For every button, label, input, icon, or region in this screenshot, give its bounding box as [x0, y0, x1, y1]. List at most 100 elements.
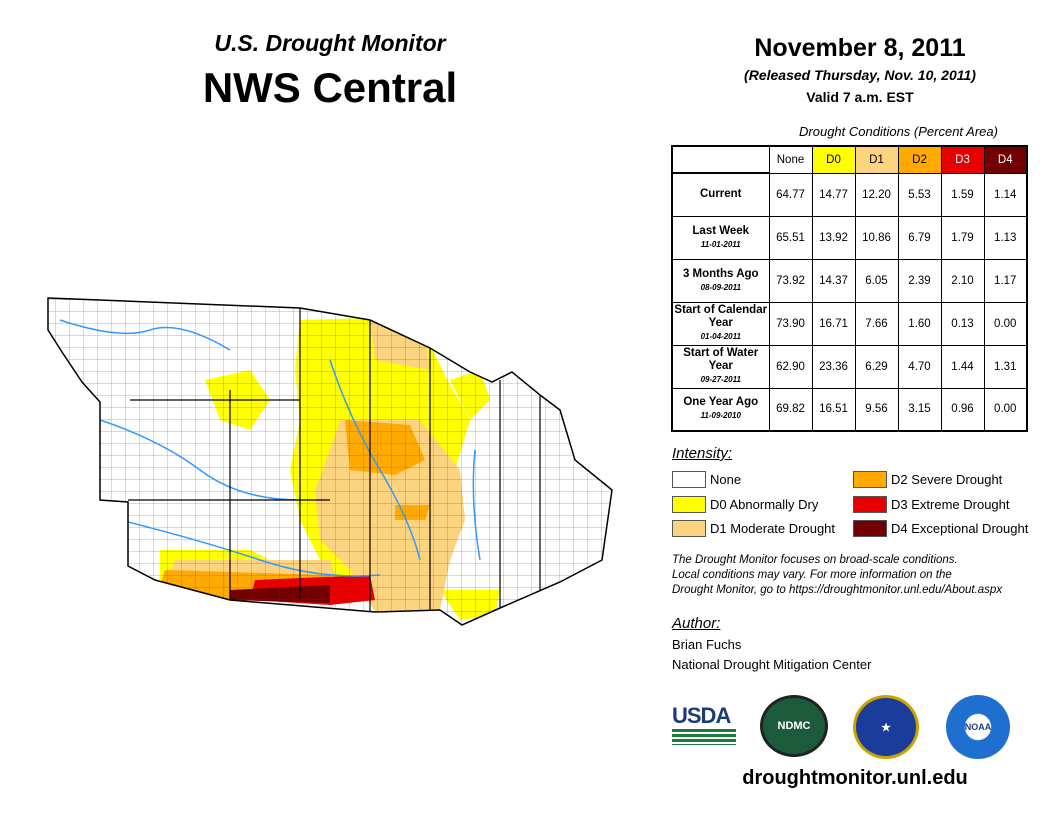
row-name: One Year Ago: [683, 396, 759, 409]
row-label: Last Week 11-01-2011: [671, 215, 770, 260]
cell-value: 0.13: [940, 301, 985, 346]
note-line: Local conditions may vary. For more info…: [672, 569, 952, 581]
cell-value: 64.77: [768, 172, 813, 217]
cell-value: 7.66: [854, 301, 899, 346]
row-name: 3 Months Ago: [682, 267, 759, 280]
map-title: NWS Central: [202, 64, 458, 111]
cell-value: 0.00: [983, 387, 1028, 432]
ndmc-logo: NDMC: [760, 695, 828, 757]
cell-value: 1.17: [983, 258, 1028, 303]
drought-conditions-table: None D0 D1 D2 D3 D4 Current 64.77 14.77 12.…: [671, 145, 1028, 432]
legend-label: None: [710, 472, 742, 487]
cell-value: 14.77: [811, 172, 856, 217]
valid-time: Valid 7 a.m. EST: [806, 89, 914, 105]
cell-value: 23.36: [811, 344, 856, 389]
map-date: November 8, 2011: [754, 34, 966, 62]
cell-value: 10.86: [854, 215, 899, 260]
subtitle: U.S. Drought Monitor: [214, 30, 446, 56]
cell-value: 12.20: [854, 172, 899, 217]
cell-value: 65.51: [768, 215, 813, 260]
cell-value: 1.14: [983, 172, 1028, 217]
cell-value: 1.13: [983, 215, 1028, 260]
legend-label: D0 Abnormally Dry: [710, 497, 819, 512]
table-caption: Drought Conditions (Percent Area): [799, 124, 998, 139]
table-row: One Year Ago 11-09-2010 69.82 16.51 9.56 3.15…: [671, 387, 1028, 432]
cell-value: 5.53: [897, 172, 942, 217]
row-name: Start of Calendar Year: [674, 304, 768, 329]
cell-value: 73.92: [768, 258, 813, 303]
legend-swatch: [672, 471, 706, 488]
cell-value: 1.60: [897, 301, 942, 346]
cell-value: 16.51: [811, 387, 856, 432]
table-row: Last Week 11-01-2011 65.51 13.92 10.86 6.79 1.…: [671, 215, 1028, 260]
cell-value: 16.71: [811, 301, 856, 346]
row-date: 11-09-2010: [700, 411, 741, 421]
legend-label: D2 Severe Drought: [891, 472, 1003, 487]
cell-value: 1.44: [940, 344, 985, 389]
legend-swatch: [853, 496, 887, 513]
author-name: Brian Fuchs: [672, 637, 742, 652]
cell-value: 62.90: [768, 344, 813, 389]
cell-value: 1.59: [940, 172, 985, 217]
release-date: (Released Thursday, Nov. 10, 2011): [744, 67, 976, 83]
col-d4: D4: [983, 145, 1028, 174]
state-borders: [128, 308, 541, 612]
author-org: National Drought Mitigation Center: [672, 657, 872, 672]
table-row: Current 64.77 14.77 12.20 5.53 1.59 1.14: [671, 172, 1028, 217]
legend-label: D3 Extreme Drought: [891, 497, 1010, 512]
row-date: 01-04-2011: [700, 332, 741, 341]
note-line: The Drought Monitor focuses on broad-sca…: [672, 554, 958, 566]
cell-value: 69.82: [768, 387, 813, 432]
cell-value: 2.39: [897, 258, 942, 303]
cell-value: 6.29: [854, 344, 899, 389]
noaa-logo: NOAA: [946, 695, 1010, 759]
table-row: 3 Months Ago 08-09-2011 73.92 14.37 6.05 2.39…: [671, 258, 1028, 303]
cell-value: 14.37: [811, 258, 856, 303]
rivers: [59, 319, 481, 577]
cell-value: 3.15: [897, 387, 942, 432]
cell-value: 1.79: [940, 215, 985, 260]
row-label: Current: [671, 172, 770, 217]
legend-swatch: [853, 471, 887, 488]
note-line: Drought Monitor, go to https://droughtmo…: [672, 584, 1003, 596]
col-d2: D2: [897, 145, 942, 174]
col-d1: D1: [854, 145, 899, 174]
row-date: 09-27-2011: [700, 375, 741, 384]
commerce-seal: ★: [853, 695, 919, 759]
disclaimer: The Drought Monitor focuses on broad-sca…: [672, 553, 1052, 598]
legend-swatch: [853, 520, 887, 537]
cell-value: 9.56: [854, 387, 899, 432]
col-d3: D3: [940, 145, 985, 174]
cell-value: 4.70: [897, 344, 942, 389]
usda-logo: USDA: [672, 703, 736, 748]
table-row: Start of Calendar Year 01-04-2011 73.90 16.…: [671, 301, 1028, 346]
cell-value: 0.00: [983, 301, 1028, 346]
legend-swatch: [672, 520, 706, 537]
col-none: None: [768, 145, 813, 174]
legend-title: Intensity:: [672, 445, 733, 462]
legend-label: D4 Exceptional Drought: [891, 521, 1029, 536]
cell-value: 73.90: [768, 301, 813, 346]
col-d0: D0: [811, 145, 856, 174]
row-label: Start of Water Year 09-27-2011: [671, 344, 770, 389]
row-label: 3 Months Ago 08-09-2011: [671, 258, 770, 303]
cell-value: 6.79: [897, 215, 942, 260]
row-name: Start of Water Year: [683, 347, 759, 372]
legend-label: D1 Moderate Drought: [710, 521, 836, 536]
cell-value: 13.92: [811, 215, 856, 260]
drought-map: [47, 297, 613, 626]
author-title: Author:: [672, 615, 721, 632]
cell-value: 1.31: [983, 344, 1028, 389]
footer-url[interactable]: droughtmonitor.unl.edu: [742, 767, 968, 789]
row-name: Last Week: [692, 224, 750, 237]
cell-value: 2.10: [940, 258, 985, 303]
table-row: Start of Water Year 09-27-2011 62.90 23.36 6…: [671, 344, 1028, 389]
legend-swatch: [672, 496, 706, 513]
cell-value: 6.05: [854, 258, 899, 303]
row-label: One Year Ago 11-09-2010: [671, 387, 770, 432]
row-date: 08-09-2011: [700, 282, 741, 292]
row-name: Current: [699, 188, 742, 201]
row-date: 11-01-2011: [700, 239, 741, 249]
cell-value: 0.96: [940, 387, 985, 432]
row-label: Start of Calendar Year 01-04-2011: [671, 301, 770, 346]
